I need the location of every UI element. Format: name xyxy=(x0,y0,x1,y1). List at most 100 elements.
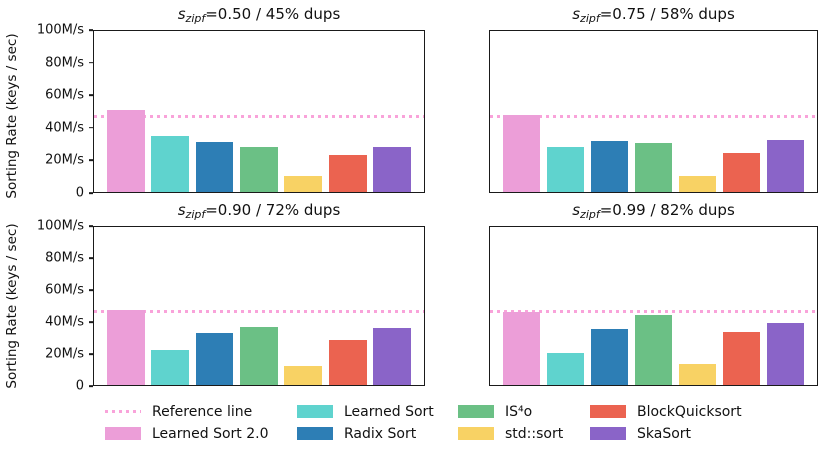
y-axis-label-bottom: Sorting Rate (keys / sec) xyxy=(4,223,20,389)
title-var: s xyxy=(572,5,581,23)
bar-skasort xyxy=(766,140,805,192)
reference-line xyxy=(490,115,817,119)
legend-item-reference-line: Reference line xyxy=(105,403,297,420)
bar-learned-sort xyxy=(151,350,190,385)
bar-skasort xyxy=(766,323,805,385)
subplot-zipf-0.90: 0 20M/s 40M/s 60M/s 80M/s 100M/s xyxy=(37,220,425,393)
title-rest: =0.50 / 45% dups xyxy=(205,5,341,23)
plot-area xyxy=(489,226,818,386)
plot-area xyxy=(93,226,425,386)
bar-blockquicksort xyxy=(328,154,367,192)
bar-learned-sort-2-0 xyxy=(502,114,541,192)
y-tick-label: 100M/s xyxy=(36,22,84,38)
reference-line xyxy=(490,309,817,313)
bar-learned-sort xyxy=(151,135,190,192)
title-var: s xyxy=(572,201,581,219)
subplot-zipf-0.75 xyxy=(489,30,818,193)
bar-learned-sort-2-0 xyxy=(502,312,541,385)
y-tick-mark xyxy=(89,257,93,259)
legend-item-is4o: IS⁴o xyxy=(458,403,590,420)
bar-skasort xyxy=(373,146,412,192)
bar-radix-sort xyxy=(195,332,234,385)
subplot-title-zipf-0.75: szipf=0.75 / 58% dups xyxy=(489,5,818,25)
legend-item-skasort: SkaSort xyxy=(590,425,742,442)
legend-column: BlockQuicksort SkaSort xyxy=(590,403,742,442)
legend-item-std-sort: std::sort xyxy=(458,425,590,442)
y-tick-mark xyxy=(89,321,93,323)
plot-area xyxy=(93,30,425,193)
legend-label: Reference line xyxy=(152,403,253,420)
is4o-swatch xyxy=(458,405,494,418)
subplot-zipf-0.99 xyxy=(489,226,818,386)
y-tick-label: 80M/s xyxy=(45,250,84,266)
y-tick-label: 80M/s xyxy=(45,55,84,71)
legend-label: BlockQuicksort xyxy=(637,403,742,420)
y-tick-mark xyxy=(89,192,93,194)
y-tick-label: 60M/s xyxy=(45,282,84,298)
y-axis-label-top: Sorting Rate (keys / sec) xyxy=(4,33,20,199)
bar-blockquicksort xyxy=(328,339,367,385)
reference-line-swatch xyxy=(105,410,141,413)
y-tick-label: 40M/s xyxy=(45,314,84,330)
bar-learned-sort xyxy=(546,146,585,192)
title-subscript: zipf xyxy=(580,12,600,25)
y-tick-label: 40M/s xyxy=(45,120,84,136)
radix-sort-swatch xyxy=(297,427,333,440)
learned-sort-2-0-swatch xyxy=(105,427,141,440)
chart-legend: Reference line Learned Sort 2.0 Learned So… xyxy=(105,403,742,442)
legend-label: std::sort xyxy=(505,425,564,442)
bar-blockquicksort xyxy=(722,332,761,385)
bar-std-sort xyxy=(284,175,323,192)
bar-std-sort xyxy=(678,175,717,192)
subplot-title-zipf-0.90: szipf=0.90 / 72% dups xyxy=(93,201,425,221)
title-rest: =0.75 / 58% dups xyxy=(599,5,735,23)
bar-skasort xyxy=(373,328,412,385)
bar-radix-sort xyxy=(590,141,629,192)
bar-learned-sort-2-0 xyxy=(106,309,145,385)
legend-label: Radix Sort xyxy=(344,425,417,442)
title-var: s xyxy=(177,201,186,219)
title-var: s xyxy=(177,5,186,23)
bar-std-sort xyxy=(284,366,323,385)
bar-is4o xyxy=(240,327,278,385)
subplot-title-zipf-0.50: szipf=0.50 / 45% dups xyxy=(93,5,425,25)
reference-line xyxy=(94,115,424,119)
legend-column: Reference line Learned Sort 2.0 xyxy=(105,403,297,442)
subplot-title-zipf-0.99: szipf=0.99 / 82% dups xyxy=(489,201,818,221)
legend-item-radix-sort: Radix Sort xyxy=(297,425,458,442)
subplot-zipf-0.50: 0 20M/s 40M/s 60M/s 80M/s 100M/s xyxy=(37,24,425,200)
std-sort-swatch xyxy=(458,427,494,440)
y-tick-label: 100M/s xyxy=(36,218,84,234)
bar-blockquicksort xyxy=(722,152,761,192)
bar-is4o xyxy=(240,146,278,192)
y-tick-label: 0 xyxy=(75,185,84,201)
y-tick-mark xyxy=(89,29,93,31)
y-tick-mark xyxy=(89,61,93,64)
y-tick-label: 20M/s xyxy=(45,346,84,362)
reference-line xyxy=(94,309,424,313)
y-tick-mark xyxy=(89,225,93,227)
plot-area xyxy=(489,30,818,193)
legend-item-learned-sort-2-0: Learned Sort 2.0 xyxy=(105,425,297,442)
bar-is4o xyxy=(634,142,673,192)
title-subscript: zipf xyxy=(185,12,206,25)
bar-radix-sort xyxy=(195,142,234,192)
legend-label: Learned Sort 2.0 xyxy=(152,425,269,442)
bar-learned-sort-2-0 xyxy=(106,109,145,192)
legend-item-blockquicksort: BlockQuicksort xyxy=(590,403,742,420)
legend-item-learned-sort: Learned Sort xyxy=(297,403,458,420)
bar-is4o xyxy=(634,315,673,385)
y-tick-mark xyxy=(89,385,93,387)
title-rest: =0.90 / 72% dups xyxy=(205,201,341,219)
y-tick-label: 60M/s xyxy=(45,87,84,103)
y-tick-mark xyxy=(89,94,93,97)
bar-radix-sort xyxy=(590,328,629,385)
title-rest: =0.99 / 82% dups xyxy=(599,201,735,219)
y-tick-mark xyxy=(89,289,93,291)
title-subscript: zipf xyxy=(580,208,600,221)
y-tick-mark xyxy=(89,159,93,162)
legend-label: SkaSort xyxy=(637,425,692,442)
legend-label: IS⁴o xyxy=(505,403,533,420)
